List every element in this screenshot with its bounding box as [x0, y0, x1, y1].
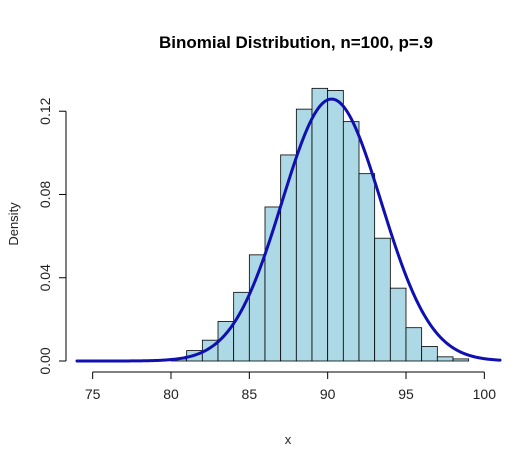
- x-tick-label: 80: [163, 386, 179, 402]
- density-curve: [75, 97, 502, 363]
- y-tick-label: 0.04: [37, 264, 53, 291]
- y-tick-label: 0.12: [37, 97, 53, 124]
- histogram-bars: [170, 87, 470, 362]
- y-axis-label: Density: [6, 202, 21, 246]
- x-tick-label: 90: [320, 386, 336, 402]
- x-tick-label: 75: [85, 386, 101, 402]
- histogram-bar: [374, 237, 391, 362]
- x-axis: 75 80 85 90 95 100: [85, 371, 497, 402]
- histogram-bar: [248, 254, 266, 362]
- histogram-bar: [311, 87, 329, 362]
- histogram-bar: [436, 356, 454, 362]
- histogram-bar: [389, 287, 407, 362]
- histogram-bar: [342, 121, 360, 362]
- histogram-bar: [421, 346, 438, 362]
- histogram-bar: [452, 358, 470, 362]
- x-axis-label: x: [285, 432, 292, 447]
- y-axis: 0.00 0.04 0.08 0.12: [37, 97, 67, 375]
- y-tick-label: 0.00: [37, 347, 53, 374]
- x-tick-label: 85: [242, 386, 258, 402]
- histogram-bar: [327, 90, 344, 362]
- y-tick-label: 0.08: [37, 181, 53, 208]
- histogram-bar: [405, 327, 423, 362]
- x-tick-label: 100: [473, 386, 497, 402]
- histogram-bar: [358, 173, 376, 362]
- x-tick-label: 95: [398, 386, 414, 402]
- chart-title: Binomial Distribution, n=100, p=.9: [159, 33, 433, 52]
- density-curve-layer: [75, 97, 502, 363]
